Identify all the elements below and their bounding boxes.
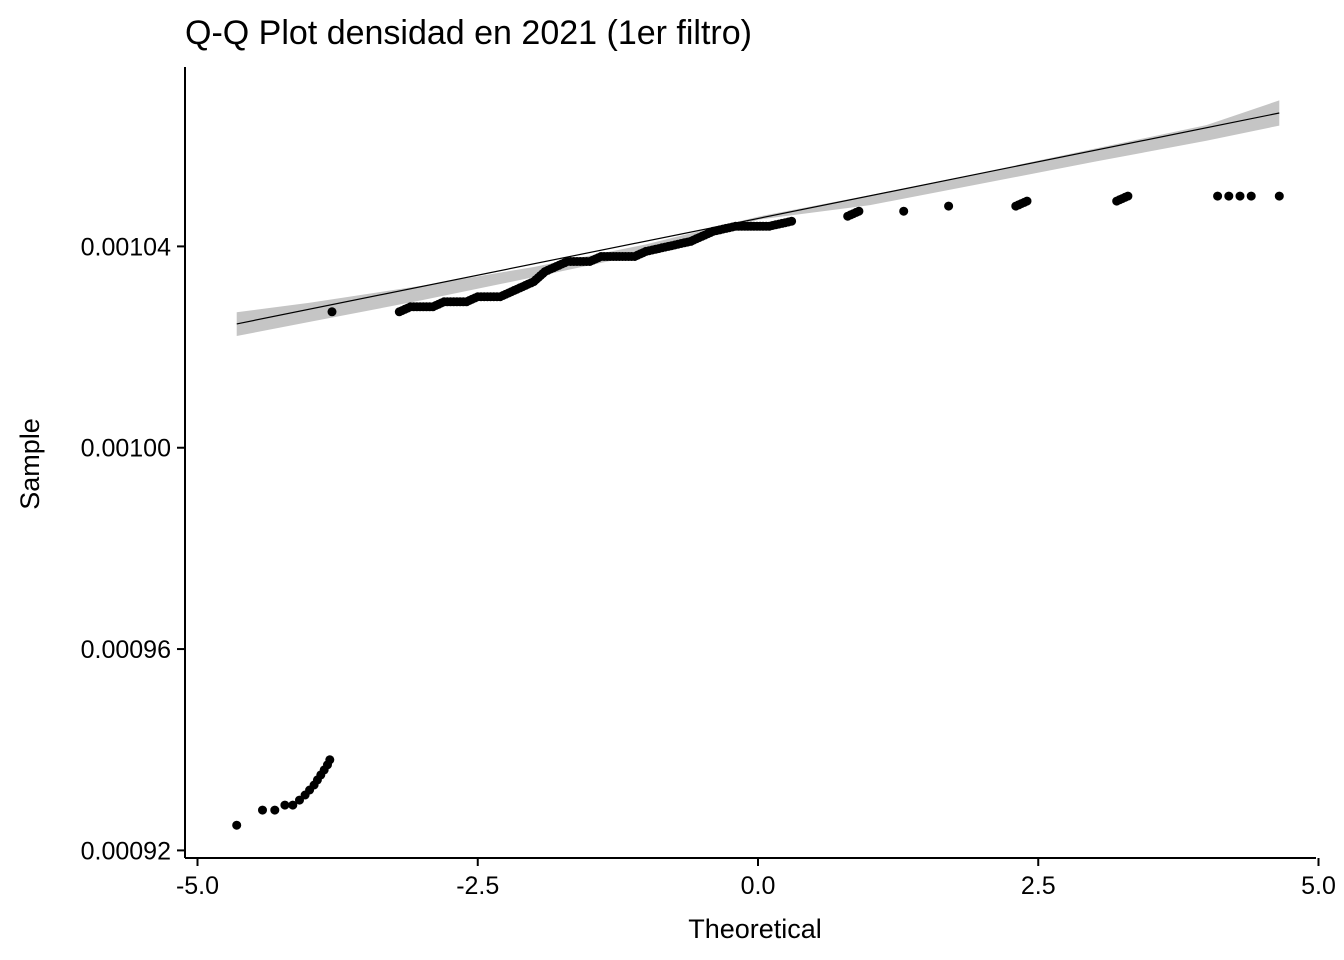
x-tick-label: 0.0 <box>741 872 776 900</box>
data-point <box>1274 191 1284 201</box>
data-point <box>1022 196 1032 206</box>
y-tick-label: 0.00096 <box>81 636 171 664</box>
y-tick-label: 0.00092 <box>81 837 171 865</box>
x-axis-ticks: -5.0 -2.5 0.0 2.5 5.0 <box>176 858 1336 900</box>
reference-line <box>236 112 1280 325</box>
data-point <box>270 805 280 815</box>
data-point <box>854 206 864 216</box>
data-point <box>899 206 909 216</box>
data-point <box>280 800 290 810</box>
sample-points <box>232 191 1284 830</box>
data-point <box>258 805 267 815</box>
data-point <box>325 755 335 765</box>
y-tick-label: 0.00100 <box>81 435 171 463</box>
y-axis-title: Sample <box>15 418 45 510</box>
data-point <box>1123 191 1133 201</box>
data-point <box>1246 191 1256 201</box>
data-point <box>944 201 954 211</box>
y-axis-ticks: 0.00092 0.00096 0.00100 0.00104 <box>81 233 185 865</box>
data-point <box>327 307 337 317</box>
data-point <box>232 820 242 830</box>
data-point <box>1224 191 1234 201</box>
data-point <box>1213 191 1223 201</box>
x-tick-label: 2.5 <box>1021 872 1056 900</box>
y-tick-label: 0.00104 <box>81 233 171 261</box>
data-point <box>787 216 797 226</box>
qq-reference-line <box>236 112 1280 325</box>
x-tick-label: -5.0 <box>176 872 219 900</box>
x-tick-label: 5.0 <box>1301 872 1336 900</box>
chart-title: Q-Q Plot densidad en 2021 (1er filtro) <box>185 14 752 52</box>
data-point <box>288 800 298 810</box>
x-axis-title: Theoretical <box>688 914 822 944</box>
data-point <box>1235 191 1245 201</box>
x-tick-label: -2.5 <box>456 872 499 900</box>
